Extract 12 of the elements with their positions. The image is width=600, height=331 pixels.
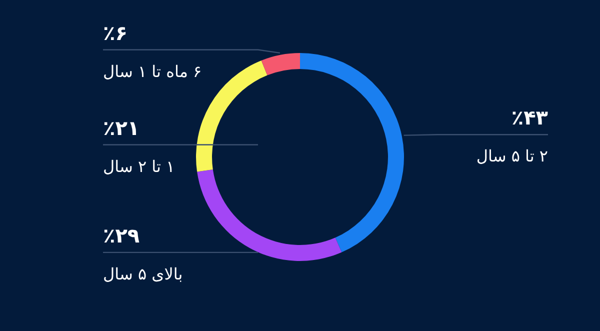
slice-label: ۲ تا ۵ سال xyxy=(476,146,548,166)
data-label: ٪۲۱ xyxy=(103,116,140,140)
slice-label: ۱ تا ۲ سال xyxy=(103,156,175,176)
data-label: ٪۴۳ xyxy=(511,106,548,130)
data-label: ٪۲۹ xyxy=(103,223,140,248)
donut-slice xyxy=(196,60,268,172)
slice-label: بالای ۵ سال xyxy=(103,264,183,284)
data-label: ٪۶ xyxy=(103,20,128,45)
slice-label: ۶ ماه تا ۱ سال xyxy=(103,62,202,81)
donut-slice xyxy=(300,53,404,252)
donut-slice xyxy=(261,53,300,76)
donut-slice xyxy=(197,170,342,261)
